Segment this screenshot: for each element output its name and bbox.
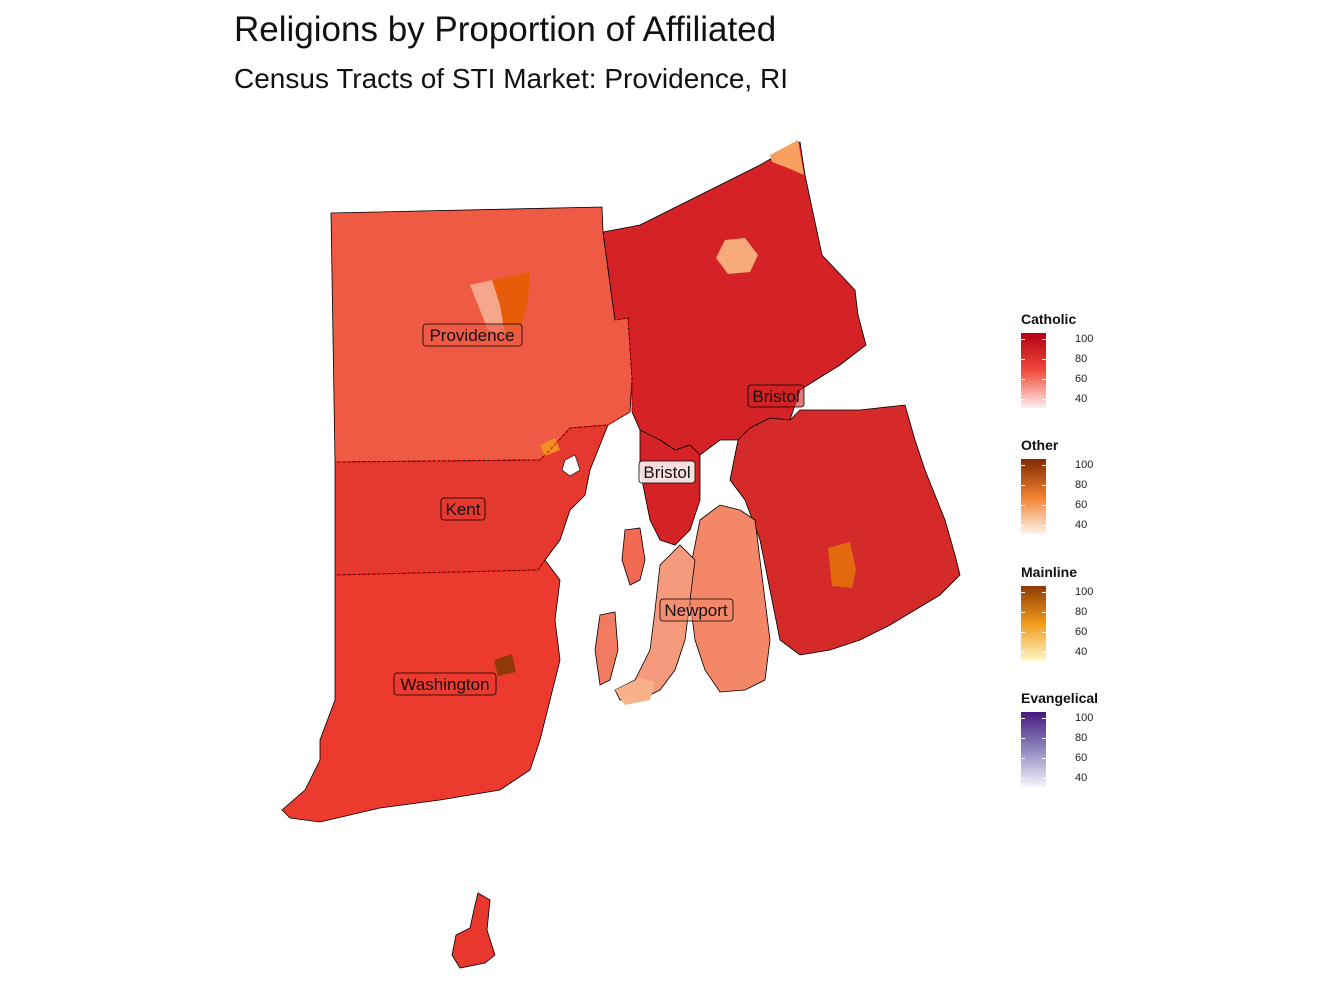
county-label-washington: Washington [393, 672, 497, 696]
water-body [561, 454, 581, 477]
legend-tick-label: 100 [1075, 712, 1094, 724]
county-boundary [334, 411, 631, 463]
county-label-kent: Kent [440, 497, 486, 521]
county-boundary [614, 317, 633, 412]
legend-tick-mark [1042, 505, 1046, 506]
legend-tick-mark [1042, 485, 1046, 486]
map-title: Religions by Proportion of Affiliated [234, 10, 777, 49]
legend-gradient-bar [1021, 459, 1046, 534]
legend-tick-mark [1042, 399, 1046, 400]
county-boundary [334, 559, 546, 576]
legend-tick-mark [1021, 505, 1025, 506]
legend-title: Evangelical [1021, 690, 1099, 706]
svg-text:Kent: Kent [446, 500, 481, 519]
legend-tick-mark [1042, 592, 1046, 593]
legend-tick-mark [1021, 465, 1025, 466]
legend-tick-mark [1042, 612, 1046, 613]
county-label-providence: Providence [422, 323, 523, 347]
region-patience-island[interactable] [594, 611, 619, 686]
county-label-bristol-north: Bristol [747, 384, 805, 408]
legend-tick-label: 40 [1075, 772, 1088, 784]
svg-text:Bristol: Bristol [643, 463, 690, 482]
legend-title: Catholic [1021, 311, 1077, 327]
legend-tick-mark [1021, 399, 1025, 400]
county-label-bristol: Bristol [638, 460, 696, 484]
legend-tick-mark [1042, 652, 1046, 653]
legend-catholic: Catholic 100 80 60 40 [1021, 311, 1093, 413]
tract-mainline-highlight[interactable] [716, 238, 758, 274]
legend-tick-label: 100 [1075, 459, 1094, 471]
legend-tick-mark [1042, 632, 1046, 633]
legend-body: 100 80 60 40 [1021, 459, 1093, 539]
legend-tick-mark [1042, 778, 1046, 779]
legend-tick-label: 60 [1075, 752, 1088, 764]
map-subtitle: Census Tracts of STI Market: Providence,… [234, 63, 788, 94]
legend-tick-mark [1021, 652, 1025, 653]
legend-tick-label: 60 [1075, 499, 1088, 511]
legend-tick-label: 100 [1075, 586, 1094, 598]
legend-tick-mark [1021, 612, 1025, 613]
svg-text:Washington: Washington [400, 675, 489, 694]
legend-gradient-bar [1021, 586, 1046, 661]
legend-tick-mark [1021, 738, 1025, 739]
legend-tick-label: 40 [1075, 646, 1088, 658]
tract-mainline-highlight[interactable] [494, 654, 516, 676]
svg-text:Newport: Newport [664, 601, 728, 620]
legend-tick-mark [1021, 359, 1025, 360]
legend-tick-mark [1021, 758, 1025, 759]
svg-text:Providence: Providence [429, 326, 514, 345]
legend-tick-label: 40 [1075, 393, 1088, 405]
legend-tick-mark [1021, 339, 1025, 340]
legend-tick-mark [1042, 718, 1046, 719]
county-label-newport: Newport [659, 598, 734, 622]
tract-other-highlight[interactable] [470, 280, 505, 335]
legend-tick-label: 100 [1075, 333, 1094, 345]
region-bristol-northeast[interactable] [602, 141, 867, 456]
legend-tick-label: 80 [1075, 732, 1088, 744]
legend-body: 100 80 60 40 [1021, 586, 1093, 666]
legend-tick-mark [1042, 758, 1046, 759]
legend-tick-label: 60 [1075, 626, 1088, 638]
region-prudence-island[interactable] [621, 527, 646, 586]
legend-gradient-bar [1021, 333, 1046, 408]
legend-tick-label: 80 [1075, 353, 1088, 365]
legend-tick-mark [1042, 465, 1046, 466]
legend-tick-mark [1021, 778, 1025, 779]
legend-mainline: Mainline 100 80 60 40 [1021, 564, 1093, 666]
legend-tick-mark [1042, 359, 1046, 360]
legend-tick-mark [1042, 339, 1046, 340]
legend-body: 100 80 60 40 [1021, 333, 1093, 413]
legend-other: Other 100 80 60 40 [1021, 437, 1093, 539]
legend-tick-mark [1021, 718, 1025, 719]
legend-tick-label: 80 [1075, 479, 1088, 491]
legend-gradient-bar [1021, 712, 1046, 787]
legend-tick-label: 60 [1075, 373, 1088, 385]
legend-tick-mark [1021, 525, 1025, 526]
legend-tick-mark [1021, 379, 1025, 380]
legend-tick-label: 80 [1075, 606, 1088, 618]
legend-tick-mark [1021, 485, 1025, 486]
legend-body: 100 80 60 40 [1021, 712, 1098, 792]
legend-tick-mark [1042, 738, 1046, 739]
tract-other-highlight[interactable] [492, 272, 530, 335]
legend-evangelical: Evangelical 100 80 60 40 [1021, 690, 1098, 792]
tract-mainline-highlight[interactable] [770, 140, 804, 175]
legend-tick-mark [1042, 379, 1046, 380]
legend-tick-mark [1021, 632, 1025, 633]
legend-tick-mark [1042, 525, 1046, 526]
tract-other-highlight[interactable] [540, 438, 560, 456]
legend-tick-mark [1021, 592, 1025, 593]
legend-title: Mainline [1021, 564, 1078, 580]
region-bristol-peninsula[interactable] [639, 429, 701, 546]
legend-title: Other [1021, 437, 1059, 453]
region-block-island[interactable] [451, 892, 496, 969]
tract-other-highlight[interactable] [828, 542, 856, 588]
svg-text:Bristol: Bristol [752, 387, 799, 406]
region-newport-east[interactable] [729, 404, 961, 656]
tract-mainline-highlight[interactable] [615, 678, 655, 705]
legend-tick-label: 40 [1075, 519, 1088, 531]
